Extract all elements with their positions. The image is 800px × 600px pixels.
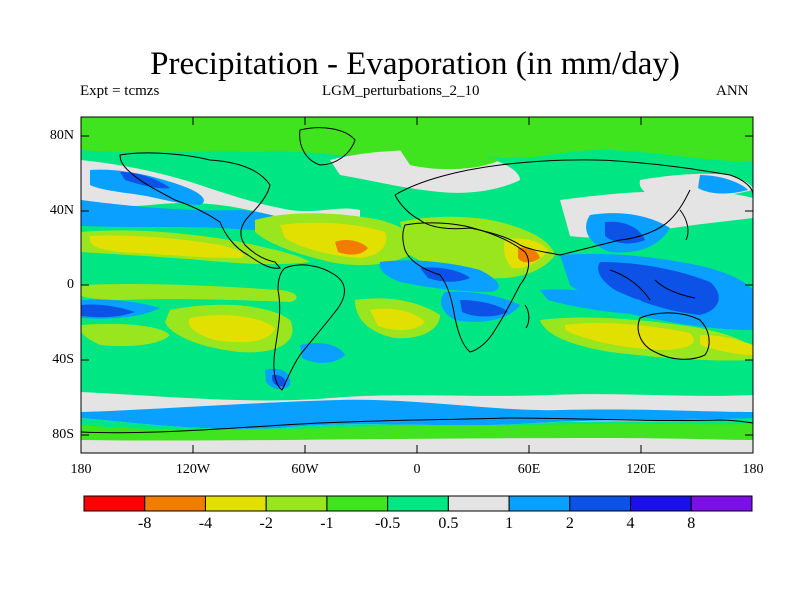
colorbar-swatch (144, 495, 206, 512)
colorbar-swatch (508, 495, 571, 512)
lat-tick-label: 80N (49, 128, 74, 143)
lon-tick-label: 60E (517, 462, 541, 477)
colorbar-swatch (569, 495, 632, 512)
experiment-label: Expt = tcmzs (80, 83, 160, 99)
colorbar-swatch (630, 495, 692, 512)
lat-tick-label: 80S (52, 427, 74, 442)
colorbar-label: -1 (320, 515, 334, 532)
lat-tick-label: 40N (49, 203, 74, 218)
colorbar-label: 4 (626, 515, 635, 532)
colorbar-label: 0.5 (438, 515, 459, 532)
colorbar-label: -4 (198, 515, 213, 532)
colorbar-swatch (326, 495, 389, 512)
colorbar-label: -8 (138, 515, 152, 532)
lon-tick-label: 180 (70, 462, 92, 477)
map-title: Precipitation - Evaporation (in mm/day) (150, 46, 680, 82)
lon-tick-label: 120W (175, 462, 211, 477)
season-label: ANN (716, 83, 749, 99)
colorbar-swatch (387, 495, 449, 512)
colorbar-label: 1 (505, 515, 514, 532)
dataset-label: LGM_perturbations_2_10 (322, 83, 480, 99)
lon-tick-label: 60W (291, 462, 319, 477)
colorbar-swatch (83, 495, 146, 512)
colorbar-swatch (447, 495, 510, 512)
colorbar-swatch (204, 495, 267, 512)
lon-tick-label: 180 (742, 462, 764, 477)
colorbar-swatch (265, 495, 328, 512)
lon-tick-label: 120E (626, 462, 656, 477)
colorbar-swatch (690, 495, 753, 512)
lat-tick-label: 40S (52, 352, 74, 367)
colorbar-label: 2 (565, 515, 574, 532)
axis-ticks (81, 117, 753, 453)
colorbar-label: 8 (687, 515, 696, 532)
colorbar-label: -0.5 (374, 515, 401, 532)
contour-field (81, 117, 753, 453)
colorbar-label: -2 (259, 515, 273, 532)
lon-tick-label: 0 (413, 462, 421, 477)
colorbar (83, 495, 753, 512)
lat-tick-label: 0 (67, 277, 74, 292)
